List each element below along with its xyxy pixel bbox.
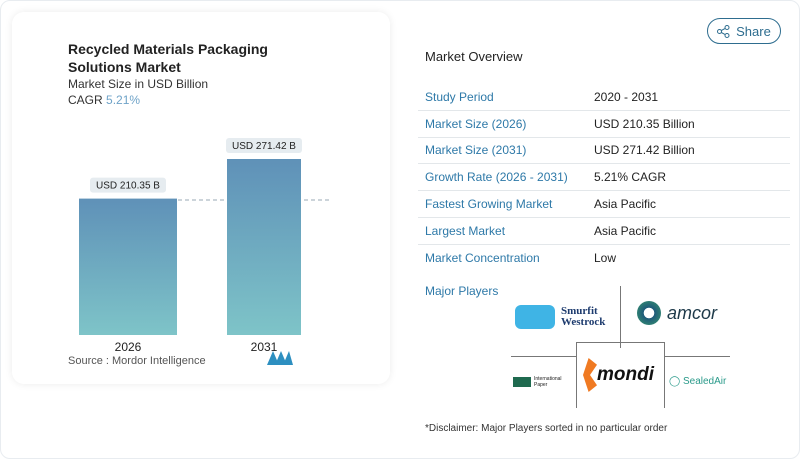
row-value: USD 271.42 Billion (594, 143, 695, 158)
bar-chart: USD 210.35 B 2026 USD 271.42 B 2031 (79, 138, 330, 354)
overview-row: Study Period 2020 - 2031 (418, 84, 790, 111)
row-value: Asia Pacific (594, 223, 657, 238)
divider (620, 286, 621, 348)
row-value: USD 210.35 Billion (594, 116, 695, 131)
overview-row: Fastest Growing Market Asia Pacific (418, 191, 790, 218)
bar-2031 (227, 159, 301, 335)
x-tick-label: 2031 (251, 340, 278, 354)
row-label: Fastest Growing Market (425, 197, 553, 212)
cagr-value: 5.21% (106, 93, 141, 107)
major-players-title: Major Players (425, 284, 499, 298)
row-label: Study Period (425, 89, 494, 104)
share-icon (717, 24, 730, 38)
share-button[interactable]: Share (707, 18, 781, 44)
logo-amcor: amcor (637, 301, 717, 325)
overview-row: Market Size (2031) USD 271.42 Billion (418, 138, 790, 165)
share-label: Share (736, 23, 771, 39)
cagr-label: CAGR (68, 93, 103, 107)
source: Source : Mordor Intelligence (68, 355, 206, 367)
row-label: Market Concentration (425, 251, 540, 266)
data-label-bg (226, 138, 302, 153)
row-value: Low (594, 251, 617, 266)
chart-subtitle: Market Size in USD Billion (68, 77, 209, 91)
logo-mondi: mondi (583, 358, 654, 392)
mondi-box (576, 342, 665, 408)
chart-card (12, 12, 390, 384)
bar-2026 (79, 198, 177, 335)
data-label: USD 210.35 B (96, 181, 160, 192)
row-value: Asia Pacific (594, 197, 657, 212)
data-label-bg (90, 177, 166, 193)
divider (511, 356, 576, 357)
overview-row: Largest Market Asia Pacific (418, 218, 790, 245)
row-label: Market Size (2026) (425, 116, 527, 131)
x-tick-label: 2026 (115, 340, 142, 354)
overview-row: Market Concentration Low (418, 245, 790, 272)
overview-row: Growth Rate (2026 - 2031) 5.21% CAGR (418, 164, 790, 192)
overview-table: Study Period 2020 - 2031 Market Size (2026… (418, 84, 790, 272)
row-value: 2020 - 2031 (594, 89, 659, 104)
logo-international-paper: International Paper (513, 376, 562, 388)
mordor-logo (267, 351, 293, 365)
row-label: Market Size (2031) (425, 143, 527, 158)
disclaimer: *Disclaimer: Major Players sorted in no … (425, 423, 668, 434)
row-value: 5.21% CAGR (594, 170, 667, 185)
chart-title: Recycled Materials Packaging Solutions M… (68, 41, 268, 75)
cagr: CAGR 5.21% (68, 93, 140, 107)
overview-title: Market Overview (425, 49, 523, 64)
row-label: Largest Market (425, 223, 506, 238)
divider (665, 356, 730, 357)
overview-row: Market Size (2026) USD 210.35 Billion (418, 111, 790, 138)
logo-smurfit-westrock: Smurfit Westrock (515, 305, 605, 329)
logo-sealed-air: ◯ SealedAir (669, 376, 727, 387)
row-label: Growth Rate (2026 - 2031) (425, 170, 568, 185)
data-label: USD 271.42 B (232, 141, 296, 152)
